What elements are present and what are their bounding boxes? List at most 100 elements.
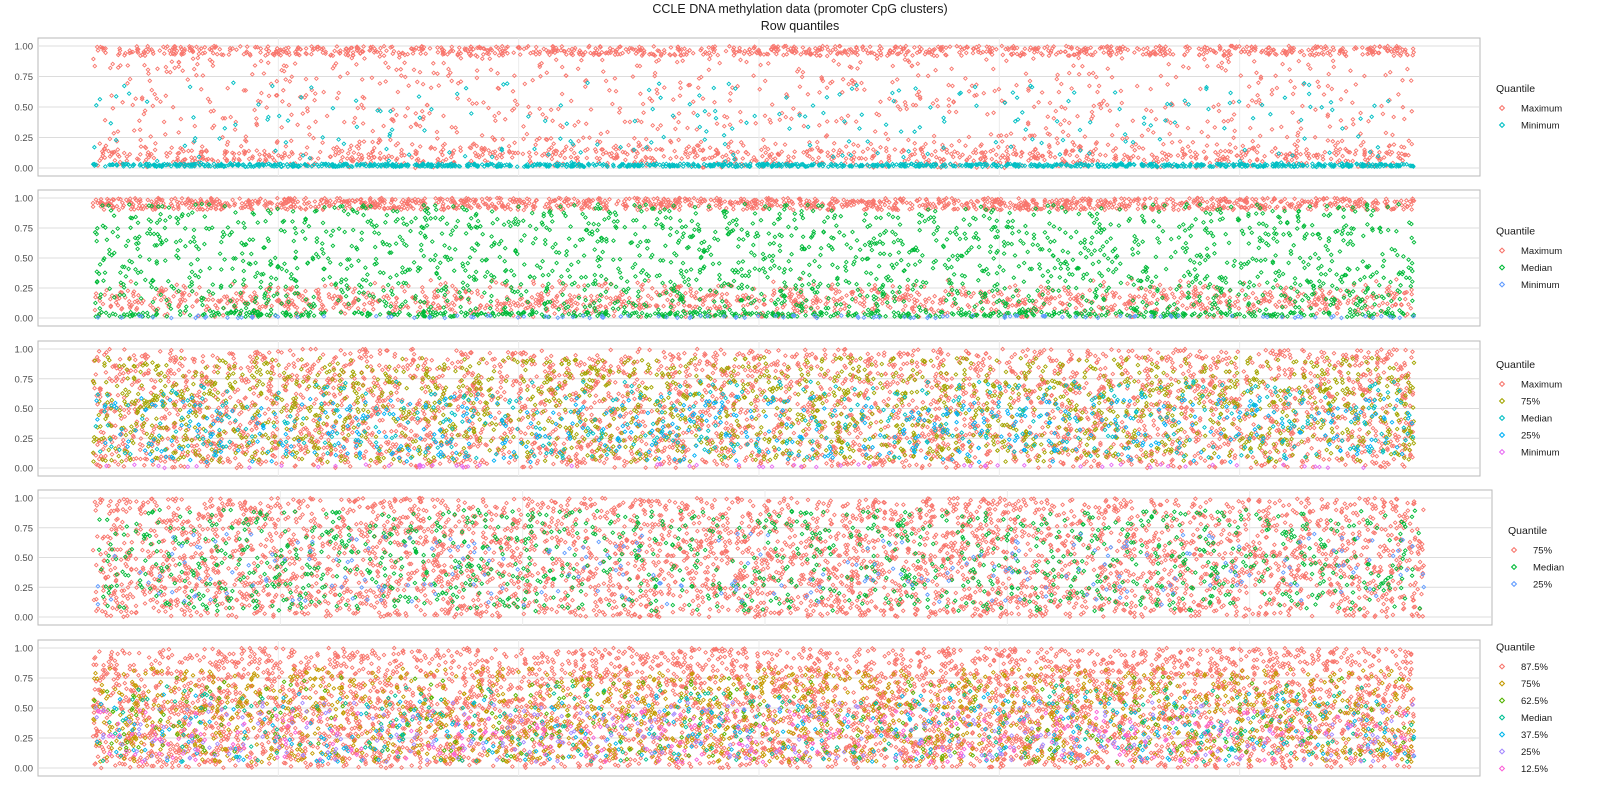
y-tick-label: 0.50 — [15, 404, 34, 415]
panel-3: 0.00 0.25 0.50 0.75 1.00 Quantile Maximum 75% Me… — [15, 340, 1562, 477]
legend-label: Maximum — [1521, 380, 1562, 391]
series-Median — [100, 683, 1416, 765]
y-tick-label: 1.00 — [15, 494, 34, 505]
legend-label: Median — [1521, 414, 1552, 425]
series-Maximum — [90, 43, 1417, 171]
legend-key — [1498, 380, 1506, 388]
data-points-Minimum — [95, 313, 1417, 321]
points-panel-3 — [90, 346, 1417, 471]
legend-label: Median — [1521, 713, 1552, 724]
legend-label: Maximum — [1521, 246, 1562, 257]
data-points-25% — [94, 394, 1415, 465]
data-points-Minimum — [90, 80, 1416, 170]
series-75% — [90, 495, 1427, 620]
data-points-37.5% — [94, 691, 1417, 765]
legend-label: 25% — [1521, 747, 1541, 758]
series-Minimum — [90, 80, 1416, 170]
y-tick-label: 0.25 — [15, 133, 34, 144]
legend-key — [1498, 431, 1506, 439]
legend-key — [1498, 104, 1506, 112]
y-tick-label: 0.00 — [15, 764, 34, 775]
panel-1: 0.00 0.25 0.50 0.75 1.00 Quantile Maximum Minim… — [15, 37, 1562, 177]
legend: Quantile Maximum Minimum — [1496, 83, 1562, 132]
legend-title: Quantile — [1508, 525, 1547, 537]
legend-key — [1498, 714, 1506, 721]
data-points-75% — [90, 495, 1427, 620]
y-tick-label: 0.50 — [15, 254, 34, 265]
legend-key — [1498, 247, 1506, 254]
legend-label: Median — [1533, 563, 1564, 574]
legend-label: 75% — [1521, 397, 1541, 408]
y-tick-label: 0.50 — [15, 103, 34, 114]
legend-label: Minimum — [1521, 280, 1560, 291]
legend-title: Quantile — [1496, 83, 1535, 95]
y-tick-label: 0.25 — [15, 284, 34, 295]
series-87.5% — [90, 645, 1417, 771]
legend-label: 62.5% — [1521, 696, 1548, 707]
legend-label: 87.5% — [1521, 662, 1548, 673]
legend-key — [1498, 748, 1506, 755]
y-tick-label: 0.00 — [15, 164, 34, 175]
legend-key — [1498, 448, 1506, 456]
data-points-25% — [93, 699, 1417, 765]
legend-key — [1498, 697, 1506, 704]
y-tick-label: 0.50 — [15, 704, 34, 715]
legend-title: Quantile — [1496, 226, 1535, 238]
y-tick-label: 0.75 — [15, 523, 34, 534]
figure-subtitle: Row quantiles — [760, 19, 840, 33]
data-points-12.5% — [95, 708, 1407, 765]
series-25% — [95, 531, 1427, 608]
y-tick-label: 1.00 — [15, 345, 34, 356]
figure-titles: CCLE DNA methylation data (promoter CpG … — [0, 1, 1600, 35]
panel-5: 0.00 0.25 0.50 0.75 1.00 Quantile 87.5% 75% 62.5… — [15, 639, 1552, 777]
data-points-Median — [93, 378, 1416, 461]
data-points-Minimum — [104, 462, 1366, 471]
legend-key — [1510, 546, 1518, 554]
legend: Quantile Maximum Median Minimum — [1496, 226, 1562, 292]
y-tick-label: 0.75 — [15, 224, 34, 235]
data-points-75% — [91, 666, 1417, 765]
legend-label: 25% — [1521, 431, 1541, 442]
legend-key — [1498, 121, 1506, 129]
panel-4: 0.00 0.25 0.50 0.75 1.00 Quantile 75% Median 25% — [15, 489, 1564, 626]
y-tick-label: 1.00 — [15, 42, 34, 53]
legend-label: 75% — [1521, 679, 1541, 690]
y-tick-label: 0.50 — [15, 553, 34, 564]
legend-key — [1498, 680, 1506, 687]
legend-key — [1498, 663, 1506, 670]
y-tick-label: 0.00 — [15, 613, 34, 624]
data-points-75% — [90, 354, 1417, 465]
series-Minimum — [95, 313, 1417, 321]
y-tick-label: 0.25 — [15, 434, 34, 445]
legend-key — [1510, 563, 1518, 571]
legend: Quantile 75% Median 25% — [1508, 525, 1564, 591]
legend: Quantile 87.5% 75% 62.5% Median 37.5% 25% 12.5% — [1496, 642, 1552, 776]
series-Minimum — [104, 462, 1366, 471]
legend-key — [1498, 397, 1506, 405]
legend-label: Minimum — [1521, 121, 1560, 132]
y-tick-label: 1.00 — [15, 194, 34, 205]
series-12.5% — [95, 708, 1407, 765]
data-points-Maximum — [90, 43, 1417, 171]
series-37.5% — [94, 691, 1417, 765]
y-tick-label: 0.75 — [15, 374, 34, 385]
series-75% — [91, 666, 1417, 765]
points-panel-1 — [90, 43, 1417, 171]
series-25% — [94, 394, 1415, 465]
data-points-25% — [95, 531, 1427, 608]
legend-title: Quantile — [1496, 359, 1535, 371]
series-Median — [92, 201, 1417, 320]
legend-key — [1498, 281, 1506, 288]
series-75% — [90, 354, 1417, 465]
points-panel-4 — [90, 495, 1427, 620]
y-tick-label: 0.25 — [15, 734, 34, 745]
series-Median — [96, 507, 1423, 614]
legend-key — [1498, 765, 1506, 772]
figure-title: CCLE DNA methylation data (promoter CpG … — [652, 2, 948, 16]
legend-key — [1498, 414, 1506, 422]
data-points-Median — [100, 683, 1416, 765]
legend-key — [1510, 580, 1518, 588]
points-panel-5 — [90, 645, 1417, 771]
y-tick-label: 0.75 — [15, 72, 34, 83]
